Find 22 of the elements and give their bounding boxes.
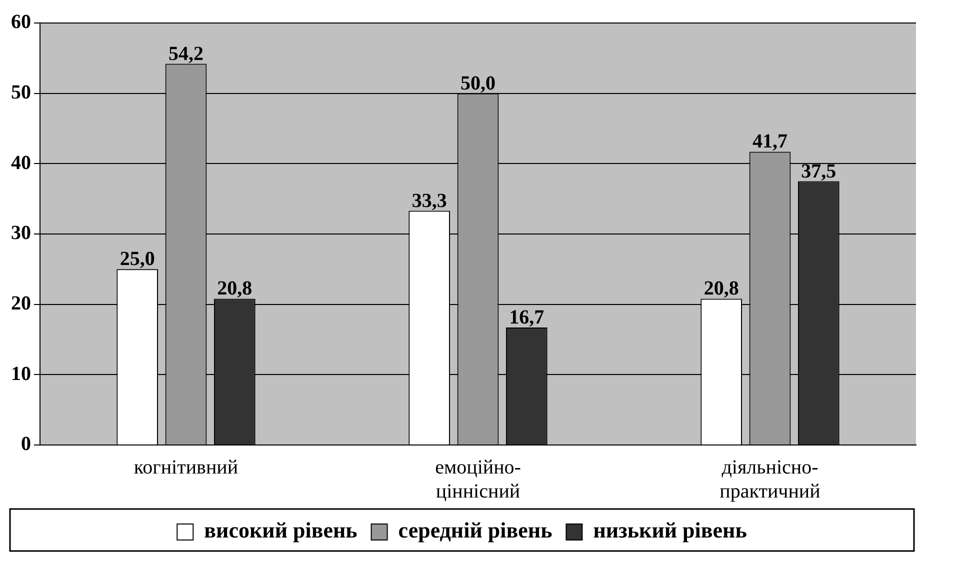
y-tick-label: 10 — [11, 362, 31, 385]
y-tick-label: 40 — [11, 152, 31, 174]
legend-label: середній рівень — [398, 518, 553, 543]
y-tick-label: 20 — [11, 292, 31, 315]
data-label: 41,7 — [752, 130, 788, 153]
x-tick-label: емоційно-ціннісний — [435, 456, 521, 502]
data-label: 50,0 — [460, 72, 496, 94]
data-label: 25,0 — [120, 248, 155, 270]
x-tick-label: діяльнісно-практичний — [720, 456, 821, 502]
y-tick-label: 50 — [11, 82, 31, 104]
data-label: 33,3 — [412, 190, 447, 212]
y-tick-label: 30 — [11, 222, 31, 244]
legend-label: низький рівень — [593, 518, 748, 543]
y-tick-label: 0 — [21, 433, 31, 456]
data-label: 20,8 — [217, 278, 252, 300]
legend-label: високий рівень — [204, 518, 358, 543]
x-tick-label: когнітивний — [134, 456, 238, 478]
data-label: 37,5 — [801, 160, 836, 182]
data-label: 54,2 — [168, 42, 204, 65]
data-label: 20,8 — [704, 278, 739, 300]
y-tick-label: 60 — [11, 11, 31, 34]
data-label: 16,7 — [509, 306, 544, 329]
